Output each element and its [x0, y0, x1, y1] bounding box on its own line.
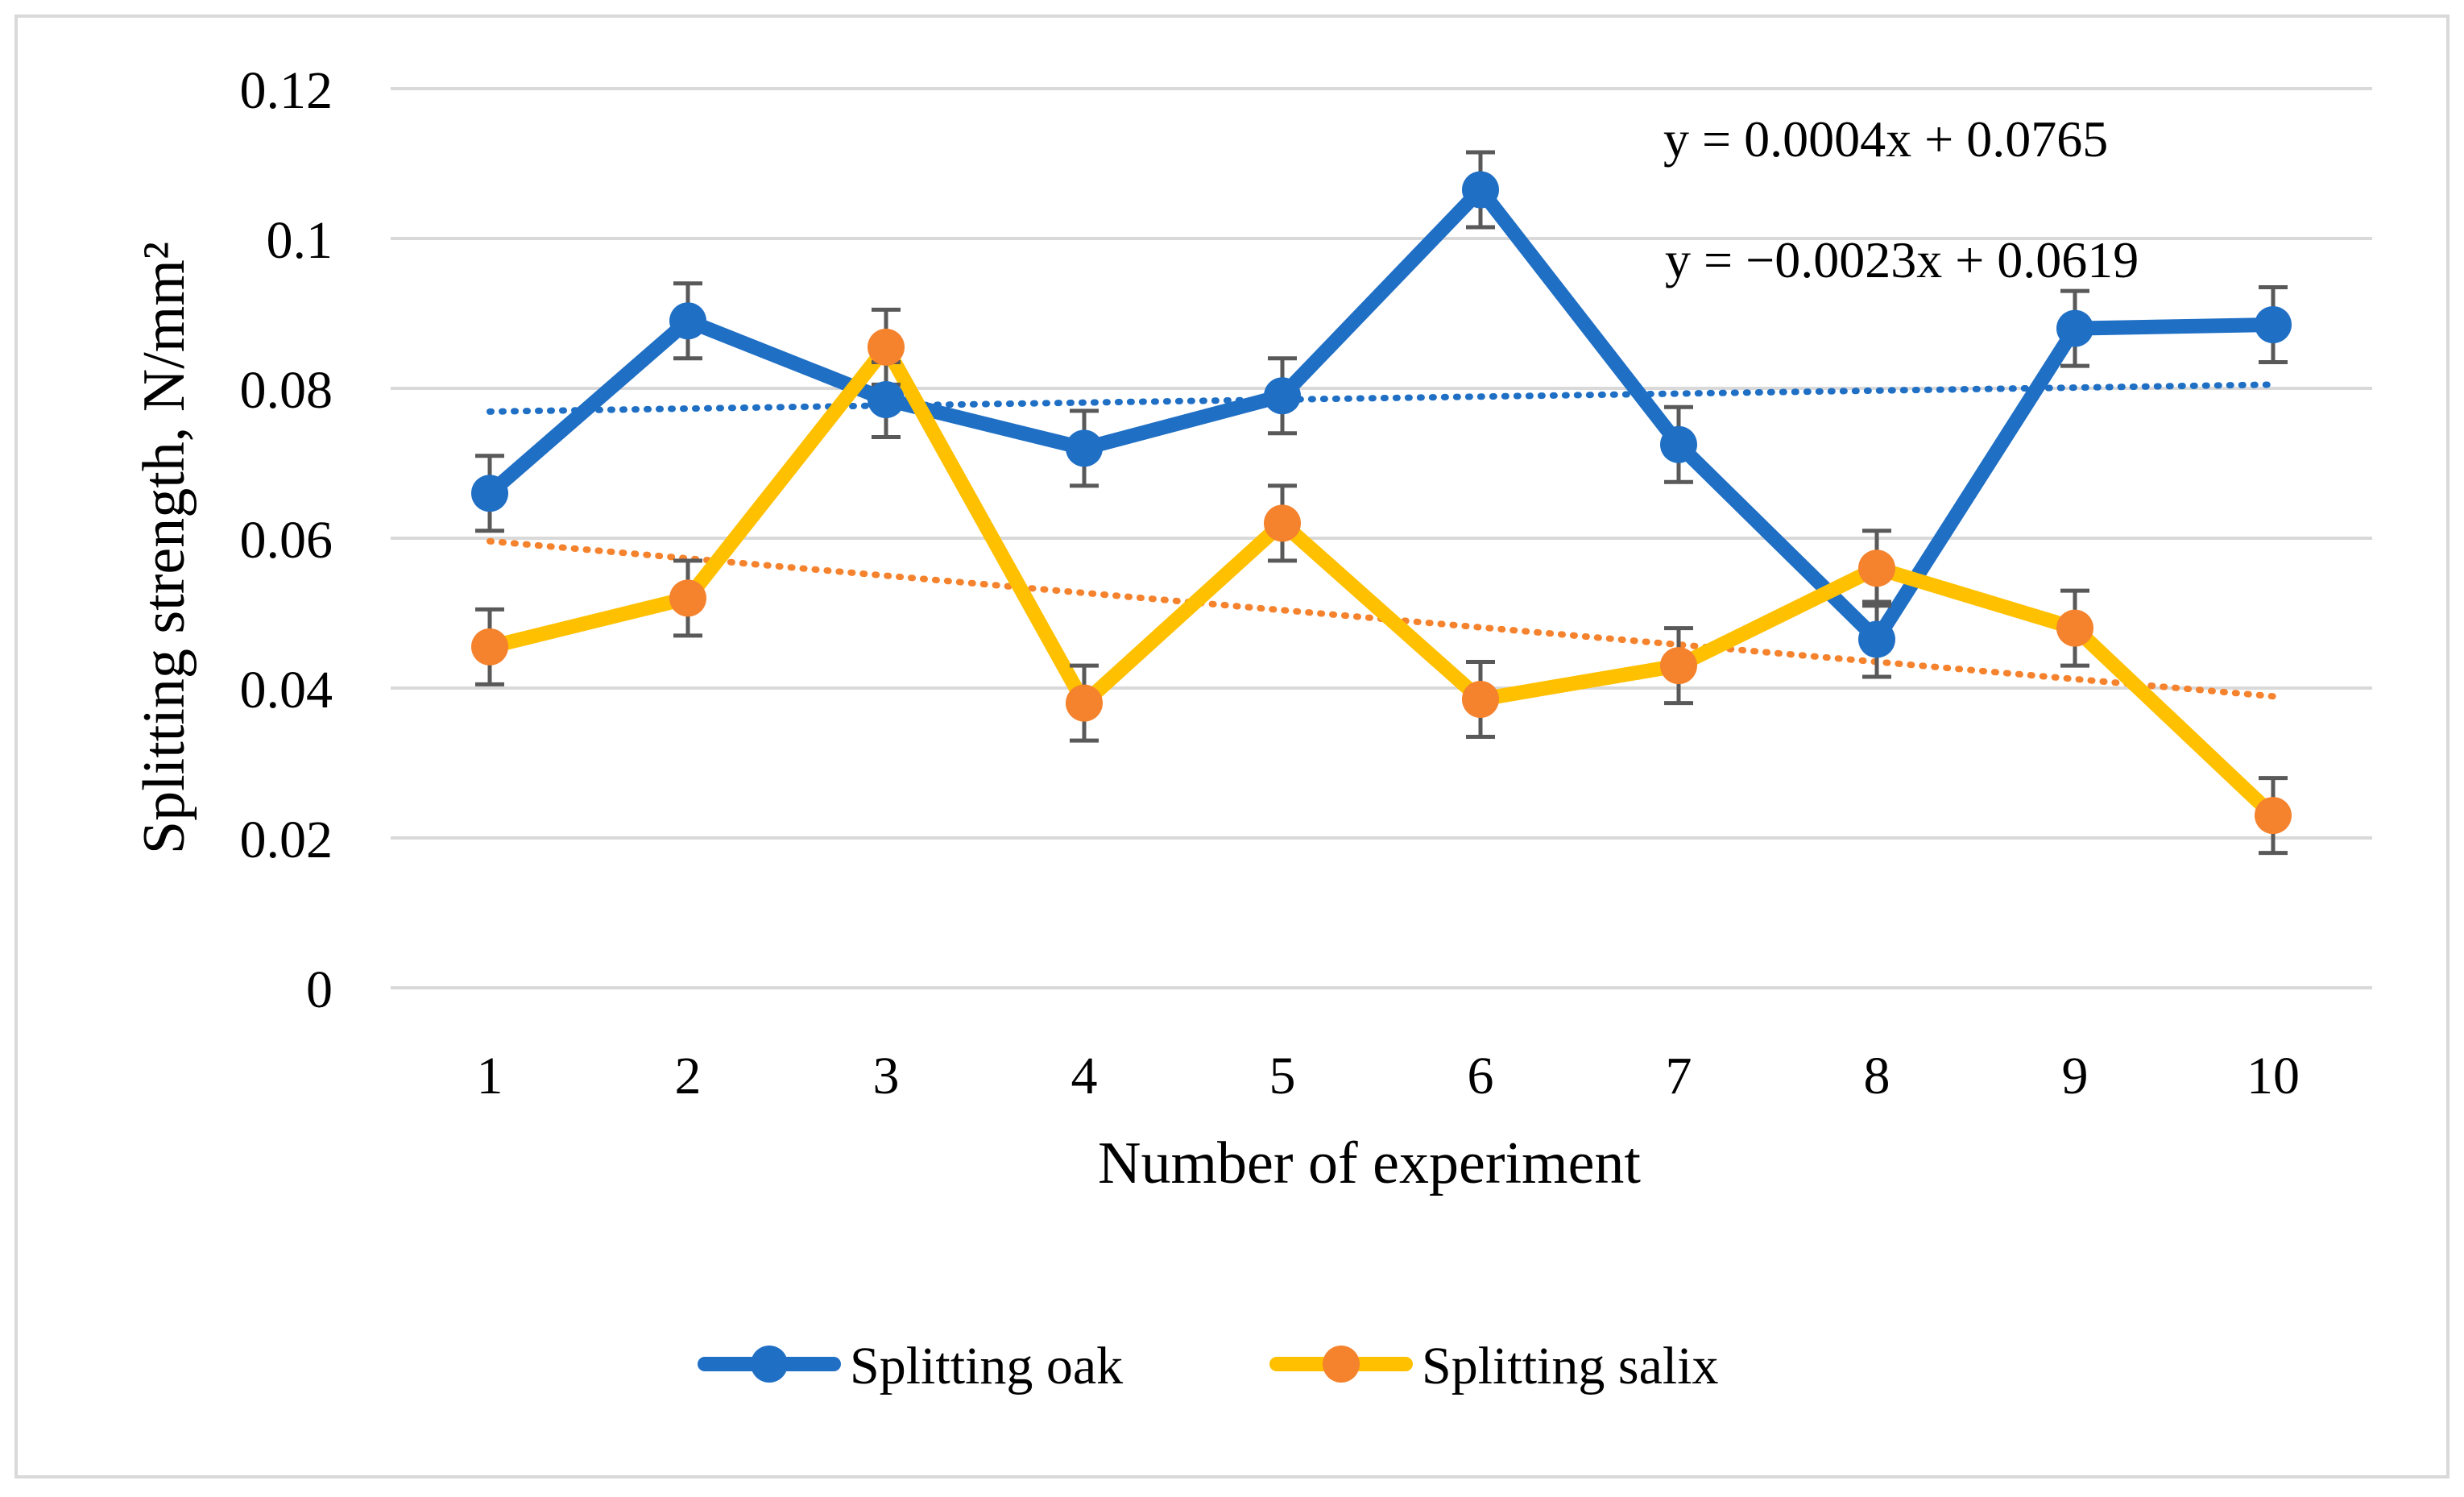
x-tick-label: 1 — [477, 1047, 503, 1105]
data-point-splitting-oak — [669, 302, 706, 340]
x-tick-label: 9 — [2062, 1047, 2089, 1105]
data-point-splitting-salix — [1462, 680, 1499, 718]
data-point-splitting-oak — [2255, 305, 2292, 343]
chart-border — [14, 15, 2450, 1478]
data-point-splitting-salix — [1858, 549, 1895, 587]
x-tick-label: 7 — [1666, 1047, 1692, 1105]
y-tick-label: 0.12 — [240, 61, 333, 120]
data-point-splitting-oak — [1858, 620, 1895, 658]
y-tick-label: 0.06 — [240, 511, 333, 570]
x-tick-label: 5 — [1269, 1047, 1296, 1105]
trendline-equation: y = −0.0023x + 0.0619 — [1665, 231, 2139, 288]
data-point-splitting-salix — [2056, 609, 2093, 647]
data-point-splitting-salix — [1066, 684, 1103, 722]
y-tick-label: 0.02 — [240, 811, 333, 869]
trendline-splitting-oak — [487, 381, 2276, 415]
data-point-splitting-oak — [868, 380, 905, 418]
x-tick-label: 4 — [1071, 1047, 1098, 1105]
data-point-splitting-oak — [471, 475, 508, 512]
trendline-equation: y = 0.0004x + 0.0765 — [1663, 110, 2108, 168]
legend: Splitting oak Splitting salix — [698, 1337, 1719, 1395]
series-line-splitting-salix — [482, 339, 2280, 823]
y-tick-label: 0.1 — [267, 211, 333, 270]
data-point-splitting-salix — [1660, 647, 1697, 685]
y-axis-title: Splitting strength, N/mm² — [131, 242, 197, 854]
data-point-splitting-oak — [1462, 171, 1499, 209]
data-point-splitting-salix — [669, 579, 706, 617]
x-tick-label: 6 — [1468, 1047, 1494, 1105]
trendline-equations: y = 0.0004x + 0.0765 y = −0.0023x + 0.061… — [1663, 110, 2139, 288]
data-point-splitting-oak — [1660, 425, 1697, 463]
x-axis-title: Number of experiment — [1098, 1130, 1641, 1196]
series-line-splitting-oak — [482, 182, 2280, 647]
y-tick-label: 0.04 — [240, 661, 333, 719]
legend-label: Splitting salix — [1422, 1337, 1719, 1395]
y-tick-label: 0 — [306, 960, 333, 1019]
x-tick-label: 2 — [675, 1047, 702, 1105]
data-point-splitting-oak — [1264, 377, 1301, 415]
data-point-splitting-oak — [2056, 309, 2093, 347]
gridlines — [391, 87, 2372, 989]
data-point-splitting-salix — [1264, 504, 1301, 542]
legend-marker — [1323, 1346, 1360, 1383]
data-point-splitting-salix — [2255, 797, 2292, 835]
legend-label: Splitting oak — [850, 1337, 1123, 1395]
x-tick-labels: 1 2 3 4 5 6 7 8 9 10 — [477, 1047, 2300, 1105]
data-point-splitting-salix — [471, 628, 508, 666]
y-tick-labels: 0 0.02 0.04 0.06 0.08 0.1 0.12 — [240, 61, 333, 1019]
legend-marker — [751, 1346, 788, 1383]
y-tick-label: 0.08 — [240, 361, 333, 420]
x-tick-label: 10 — [2247, 1047, 2300, 1105]
x-tick-label: 3 — [873, 1047, 900, 1105]
x-tick-label: 8 — [1864, 1047, 1890, 1105]
series — [471, 150, 2292, 856]
data-point-splitting-salix — [868, 328, 905, 366]
data-point-splitting-oak — [1066, 429, 1103, 467]
